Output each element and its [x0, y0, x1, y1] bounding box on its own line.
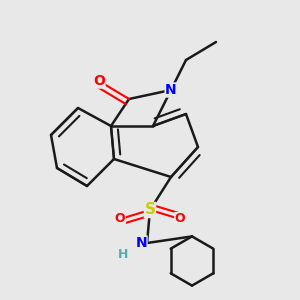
Text: S: S [145, 202, 155, 217]
Text: H: H [118, 248, 128, 262]
Text: O: O [175, 212, 185, 226]
Text: O: O [115, 212, 125, 226]
Text: N: N [135, 236, 147, 250]
Text: N: N [165, 83, 177, 97]
Text: O: O [93, 74, 105, 88]
